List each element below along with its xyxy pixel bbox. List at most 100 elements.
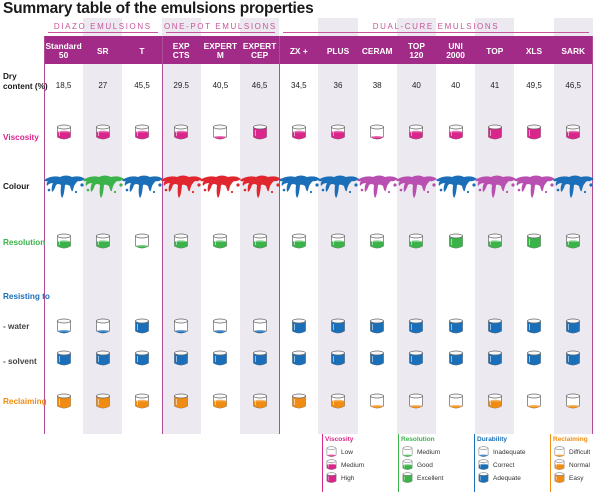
row-label-water: - water — [3, 322, 30, 331]
column-header: UNI 2000 — [446, 41, 465, 60]
reclaiming-pot-icon — [448, 393, 463, 409]
reclaiming-pot-icon — [135, 393, 149, 409]
row-label-dry: Dry content (%) — [3, 72, 48, 91]
viscosity-pot-icon — [448, 124, 463, 140]
column-header: EXP CTS — [172, 41, 190, 60]
legend-item: Low — [341, 449, 353, 456]
viscosity-pot-icon — [331, 124, 345, 140]
legend-item: Medium — [341, 462, 365, 469]
legend-item: Easy — [569, 475, 584, 482]
colour-splash-icon — [82, 175, 124, 198]
group-caption: DUAL-CURE EMULSIONS — [372, 22, 500, 31]
legend-divider — [474, 434, 475, 492]
water-resistance-pot-icon — [487, 318, 502, 334]
legend-title-viscosity: Viscosity — [325, 436, 354, 443]
reclaiming-pot-icon — [95, 393, 110, 409]
column-header: XLS — [525, 45, 543, 56]
column-header: SARK — [561, 45, 586, 56]
dry-content-value: 27 — [98, 81, 108, 90]
viscosity-pot-icon — [291, 124, 306, 140]
solvent-resistance-pot-icon — [487, 350, 502, 366]
water-resistance-pot-icon — [448, 318, 463, 334]
column-header: Standard 50 — [45, 41, 82, 60]
colour-splash-icon — [435, 175, 477, 198]
dry-content-value: 34,5 — [291, 81, 307, 90]
dry-content-value: 36 — [333, 81, 343, 90]
dry-content-value: 46,5 — [565, 81, 581, 90]
column-header: EXPERT M — [203, 41, 238, 60]
legend-pot-icon — [554, 446, 564, 457]
water-resistance-pot-icon — [56, 318, 71, 334]
legend-item: Adequate — [493, 475, 521, 482]
colour-splash-icon — [43, 175, 85, 198]
water-resistance-pot-icon — [291, 318, 306, 334]
water-resistance-pot-icon — [174, 318, 189, 334]
colour-splash-icon — [161, 175, 203, 198]
legend-item: Good — [417, 462, 433, 469]
solvent-resistance-pot-icon — [566, 350, 581, 366]
resolution-pot-icon — [174, 233, 189, 249]
resolution-pot-icon — [56, 233, 71, 249]
viscosity-pot-icon — [252, 124, 267, 140]
reclaiming-pot-icon — [331, 393, 345, 409]
solvent-resistance-pot-icon — [370, 350, 385, 366]
colour-splash-icon — [239, 175, 281, 198]
viscosity-pot-icon — [370, 124, 385, 140]
group-caption: ONE-POT EMULSIONS — [163, 22, 277, 31]
resolution-pot-icon — [331, 233, 345, 249]
colour-splash-icon — [278, 175, 320, 198]
header-bar — [44, 36, 593, 64]
viscosity-pot-icon — [487, 124, 502, 140]
legend-divider — [322, 434, 323, 492]
colour-splash-icon — [474, 175, 516, 198]
group-separator — [161, 36, 163, 434]
water-resistance-pot-icon — [331, 318, 345, 334]
viscosity-pot-icon — [409, 124, 424, 140]
legend-title-resolution: Resolution — [401, 436, 435, 443]
legend-pot-icon — [402, 459, 412, 470]
dry-content-value: 18,5 — [55, 81, 72, 90]
reclaiming-pot-icon — [213, 393, 228, 409]
row-label-viscosity: Viscosity — [3, 133, 39, 142]
column-header: TOP 120 — [407, 41, 425, 60]
water-resistance-pot-icon — [252, 318, 267, 334]
reclaiming-pot-icon — [174, 393, 189, 409]
legend-item: Inadequate — [493, 449, 526, 456]
group-line — [48, 32, 158, 33]
legend-item: Correct — [493, 462, 515, 469]
water-resistance-pot-icon — [527, 318, 541, 334]
resolution-pot-icon — [213, 233, 228, 249]
row-label-resolution: Resolution — [3, 238, 46, 247]
resolution-pot-icon — [448, 233, 463, 249]
legend-item: Normal — [569, 462, 590, 469]
legend-item: High — [341, 475, 355, 482]
solvent-resistance-pot-icon — [291, 350, 306, 366]
row-label-reclaiming: Reclaiming — [3, 397, 47, 406]
row-label-resisting: Resisting to — [3, 292, 50, 301]
resolution-pot-icon — [409, 233, 424, 249]
group-separator — [279, 36, 281, 434]
solvent-resistance-pot-icon — [409, 350, 424, 366]
legend-pot-icon — [478, 459, 488, 470]
colour-splash-icon — [396, 175, 438, 198]
dry-content-value: 29.5 — [173, 81, 189, 90]
solvent-resistance-pot-icon — [135, 350, 149, 366]
viscosity-pot-icon — [213, 124, 228, 140]
solvent-resistance-pot-icon — [527, 350, 541, 366]
page-title: Summary table of the emulsions propertie… — [3, 0, 314, 17]
solvent-resistance-pot-icon — [331, 350, 345, 366]
legend-pot-icon — [478, 446, 488, 457]
dry-content-value: 40 — [411, 81, 421, 90]
group-caption: DIAZO EMULSIONS — [53, 22, 152, 31]
resolution-pot-icon — [95, 233, 110, 249]
group-separator — [591, 36, 593, 434]
column-header: TOP — [486, 45, 504, 56]
resolution-pot-icon — [487, 233, 502, 249]
viscosity-pot-icon — [56, 124, 71, 140]
solvent-resistance-pot-icon — [95, 350, 110, 366]
legend-pot-icon — [326, 472, 336, 483]
dry-content-value: 45,5 — [134, 81, 150, 90]
dry-content-value: 40 — [451, 81, 461, 90]
viscosity-pot-icon — [174, 124, 189, 140]
group-line — [283, 32, 589, 33]
